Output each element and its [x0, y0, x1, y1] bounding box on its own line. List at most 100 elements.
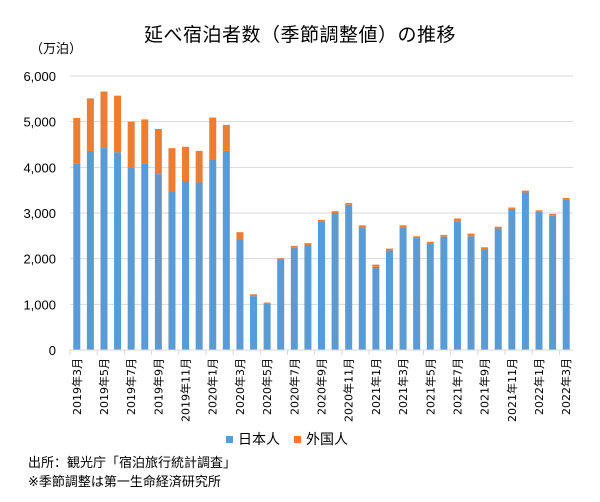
bar-foreign: [345, 202, 353, 205]
bar-japanese: [331, 213, 339, 350]
bar-foreign: [250, 294, 258, 297]
bar-foreign: [521, 190, 529, 193]
legend: 日本人 外国人: [226, 429, 362, 449]
bar-japanese: [508, 208, 516, 350]
bar-japanese: [195, 182, 203, 350]
bar-foreign: [413, 236, 421, 239]
x-tick-label: 2022年3月: [559, 358, 573, 415]
bar-japanese: [250, 296, 258, 350]
bar-japanese: [399, 227, 407, 350]
bar-foreign: [385, 248, 393, 251]
source-note: 出所：観光庁「宿泊旅行統計調査」: [28, 456, 237, 471]
bar-japanese: [413, 238, 421, 350]
bar-foreign: [481, 247, 489, 250]
x-tick-label: 2021年11月: [505, 358, 519, 422]
bar-foreign: [358, 225, 366, 229]
bar-foreign: [304, 243, 312, 245]
y-axis-tick-labels: 0 1,000 2,000 3,000 4,000 5,000 6,000: [23, 69, 56, 358]
x-tick-label: 2020年5月: [260, 358, 274, 415]
x-tick-label: 2022年1月: [532, 358, 546, 415]
y-tick-label: 4,000: [23, 160, 56, 175]
y-tick-label: 2,000: [23, 252, 56, 267]
x-tick-label: 2020年11月: [342, 358, 356, 422]
bar-japanese: [154, 174, 162, 350]
bar-japanese: [168, 191, 176, 350]
x-tick-label: 2019年11月: [179, 358, 193, 422]
chart-title: 延べ宿泊者数（季節調整値）の推移: [143, 24, 456, 46]
bar-foreign: [195, 150, 203, 183]
bar-foreign: [426, 241, 434, 244]
bar-japanese: [535, 211, 543, 350]
bar-foreign: [290, 245, 298, 248]
bar-foreign: [372, 264, 380, 267]
x-tick-label: 2019年9月: [151, 358, 165, 415]
y-tick-label: 6,000: [23, 69, 56, 84]
bar-japanese: [290, 247, 298, 350]
legend-label-japanese: 日本人: [238, 432, 280, 448]
bar-japanese: [100, 148, 108, 350]
footer-notes: 出所：観光庁「宿泊旅行統計調査」 ※季節調整は第一生命経済研究所: [28, 454, 236, 492]
bar-foreign: [222, 124, 230, 151]
bar-foreign: [467, 233, 475, 237]
x-tick-label: 2021年7月: [450, 358, 464, 415]
bar-foreign: [399, 225, 407, 228]
y-tick-label: 5,000: [23, 115, 56, 130]
bar-japanese: [345, 204, 353, 350]
bar-foreign: [440, 234, 448, 237]
bar-foreign: [263, 302, 271, 304]
bar-japanese: [372, 266, 380, 350]
bar-foreign: [73, 118, 81, 164]
bar-japanese: [236, 239, 244, 350]
legend-item-japanese: 日本人: [226, 429, 280, 449]
bar-japanese: [521, 192, 529, 350]
bar-foreign: [209, 117, 217, 160]
x-tick-label: 2020年1月: [206, 358, 220, 415]
legend-swatch-japanese: [226, 435, 233, 443]
bar-foreign: [100, 91, 108, 149]
bar-japanese: [73, 163, 81, 350]
bars: [73, 91, 570, 350]
legend-item-foreign: 外国人: [294, 429, 348, 449]
y-tick-label: 3,000: [23, 206, 56, 221]
bar-japanese: [182, 181, 190, 350]
bar-japanese: [453, 221, 461, 350]
bar-japanese: [222, 150, 230, 350]
x-tick-label: 2019年3月: [70, 358, 84, 415]
bar-foreign: [86, 98, 94, 151]
x-tick-label: 2019年7月: [124, 358, 138, 415]
bar-foreign: [127, 121, 135, 168]
bar-foreign: [508, 207, 516, 209]
x-axis: [69, 349, 573, 355]
bar-foreign: [318, 219, 325, 222]
bar-japanese: [86, 150, 94, 350]
bar-japanese: [127, 167, 135, 350]
bar-japanese: [426, 243, 434, 350]
bar-japanese: [549, 215, 557, 350]
bar-japanese: [481, 249, 489, 350]
x-tick-label: 2020年7月: [287, 358, 301, 415]
y-axis-unit-label: （万泊）: [30, 42, 83, 57]
x-axis-tick-labels: 2019年3月 2019年5月 2019年7月 2019年9月 2019年11月 2020…: [70, 358, 573, 422]
seasonal-adjustment-note: ※季節調整は第一生命経済研究所: [28, 475, 221, 490]
bar-japanese: [141, 163, 149, 350]
bar-foreign: [114, 95, 122, 153]
bar-japanese: [114, 152, 122, 350]
bar-foreign: [535, 210, 543, 212]
bar-foreign: [277, 258, 285, 261]
bar-foreign: [154, 128, 162, 175]
bar-foreign: [549, 213, 557, 216]
bar-foreign: [453, 218, 461, 222]
bar-foreign: [494, 226, 502, 229]
bar-japanese: [385, 250, 393, 350]
bar-foreign: [236, 232, 244, 240]
bar-japanese: [318, 221, 325, 350]
bar-japanese: [277, 260, 285, 350]
bar-japanese: [562, 199, 570, 350]
x-tick-label: 2020年9月: [315, 358, 329, 415]
bar-foreign: [168, 148, 176, 192]
x-tick-label: 2021年9月: [478, 358, 492, 415]
bar-japanese: [304, 244, 312, 350]
bar-japanese: [467, 236, 475, 350]
y-tick-label: 1,000: [23, 297, 56, 312]
